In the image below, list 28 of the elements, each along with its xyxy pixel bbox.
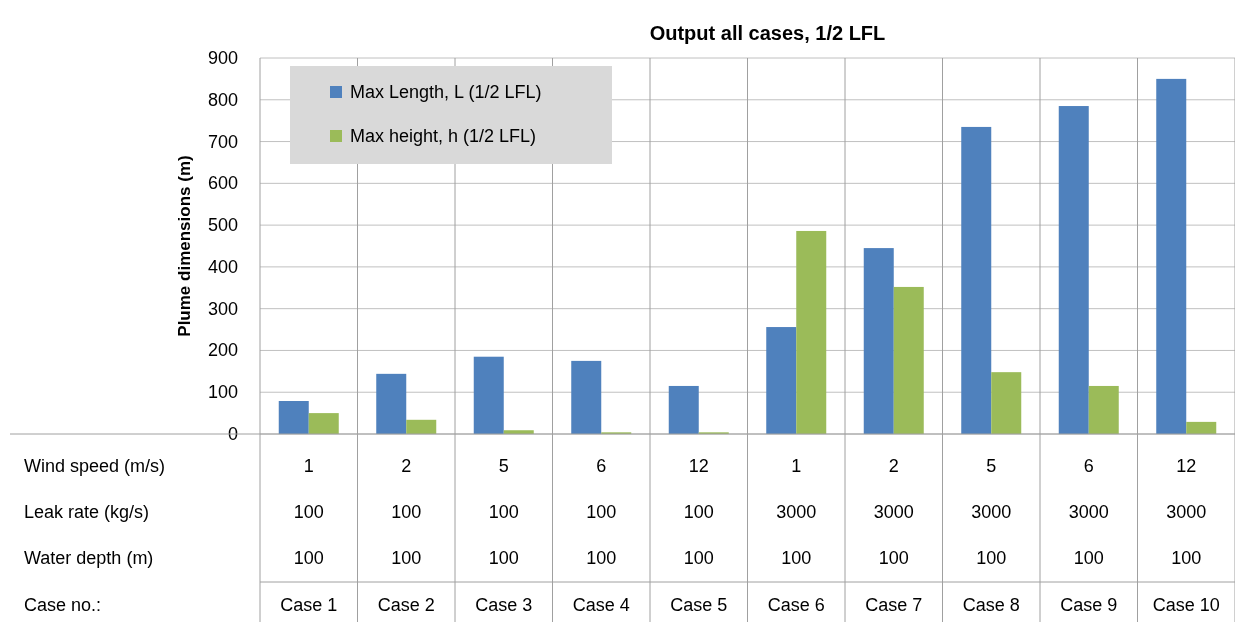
category-label: 2 100 100 Case 2 [377, 456, 435, 615]
category-label: 5 100 100 Case 3 [475, 456, 533, 615]
category-label: 6 100 100 Case 4 [572, 456, 630, 615]
text: Leak rate (kg/s) [24, 502, 150, 522]
category-label: 12 100 100 Case 5 [670, 456, 728, 615]
category-label: 5 3000 100 Case 8 [962, 456, 1020, 615]
text: Water depth (m) [24, 548, 154, 568]
text: Case no.: [24, 595, 102, 615]
y-tick-label: 600 [207, 173, 238, 194]
legend-label: Max height, h (1/2 LFL) [350, 126, 537, 146]
chart-title: Output all cases, 1/2 LFL [649, 22, 886, 44]
y-tick-label: 0 [227, 424, 238, 444]
y-tick-label: 500 [207, 215, 238, 236]
category-label: 12 3000 100 Case 10 [1152, 456, 1220, 615]
category-label: 1 3000 100 Case 6 [767, 456, 825, 615]
text: Wind speed (m/s) [24, 456, 166, 476]
category-label: 6 3000 100 Case 9 [1060, 456, 1118, 615]
y-tick-label: 400 [207, 256, 238, 277]
y-tick-label: 700 [207, 131, 238, 152]
legend-label: Max Length, L (1/2 LFL) [350, 82, 542, 102]
y-tick-label: 100 [207, 382, 238, 403]
y-tick-label: 300 [207, 298, 238, 319]
category-label: 2 3000 100 Case 7 [865, 456, 923, 615]
y-tick-label: 900 [207, 48, 238, 68]
y-tick-label: 200 [207, 340, 238, 361]
y-tick-label: 800 [207, 89, 238, 110]
y-axis-title: Plume dimensions (m) [175, 155, 194, 337]
category-label: 1 100 100 Case 1 [280, 456, 338, 615]
